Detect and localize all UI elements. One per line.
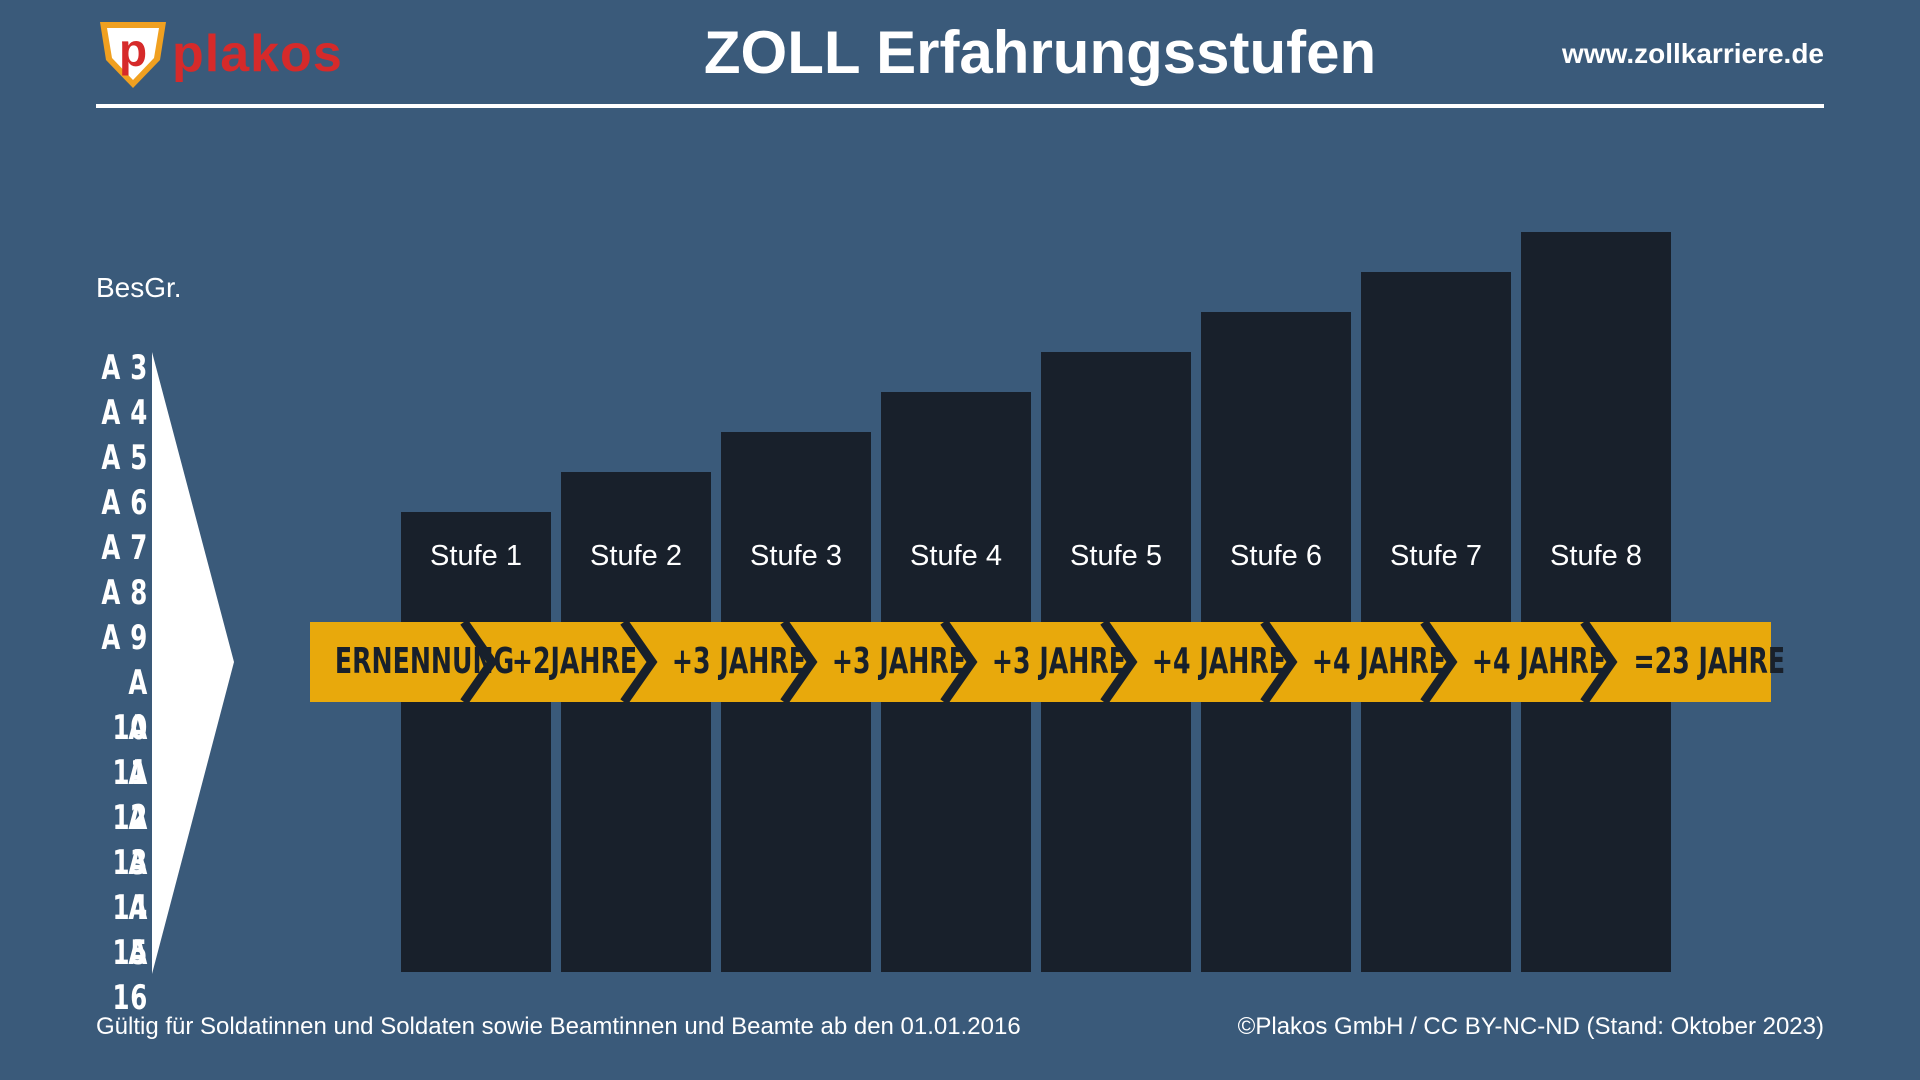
plakos-logo: p plakos xyxy=(94,16,342,96)
page-title: ZOLL Erfahrungsstufen xyxy=(703,19,1377,86)
timeline-label: +4 JAHRE xyxy=(1311,641,1446,682)
website-link[interactable]: www.zollkarriere.de xyxy=(1562,38,1824,69)
step-label: Stufe 1 xyxy=(430,540,522,572)
chevron-separator xyxy=(1260,619,1298,705)
timeline-label: +2JAHRE xyxy=(511,641,638,682)
grade-label: A 8 xyxy=(101,573,148,613)
grade-label: A 7 xyxy=(101,528,148,568)
step-bar xyxy=(561,472,711,972)
chevron-separator xyxy=(1420,619,1458,705)
timeline-label: ERNENNUNG xyxy=(334,641,515,682)
grade-label: A 6 xyxy=(101,483,148,523)
timeline-label: +4 JAHRE xyxy=(1471,641,1606,682)
grade-label: A 11 xyxy=(112,708,148,793)
step-label: Stufe 7 xyxy=(1390,540,1482,572)
step-label: Stufe 8 xyxy=(1550,540,1642,572)
chevron-separator xyxy=(460,619,498,705)
timeline-label: +3 JAHRE xyxy=(831,641,966,682)
grade-label: A 4 xyxy=(101,393,148,433)
grade-wedge-arrow xyxy=(152,352,234,974)
footer-validity-note: Gültig für Soldatinnen und Soldaten sowi… xyxy=(96,1013,1021,1040)
chevron-separator xyxy=(620,619,658,705)
header-divider xyxy=(96,104,1824,108)
grade-label: A 16 xyxy=(112,933,148,1018)
step-bar xyxy=(401,512,551,972)
step-label: Stufe 5 xyxy=(1070,540,1162,572)
timeline-label: =23 JAHRE xyxy=(1633,641,1786,682)
step-label: Stufe 2 xyxy=(590,540,682,572)
timeline-label: +3 JAHRE xyxy=(671,641,806,682)
logo-text: plakos xyxy=(172,25,343,83)
chevron-separator xyxy=(1580,619,1618,705)
chevron-separator xyxy=(940,619,978,705)
grade-label: A 9 xyxy=(101,618,148,658)
timeline-label: +4 JAHRE xyxy=(1151,641,1286,682)
grade-label: A 3 xyxy=(101,348,148,388)
step-label: Stufe 3 xyxy=(750,540,842,572)
grade-label: A 13 xyxy=(112,798,148,883)
grade-label: A 10 xyxy=(112,663,148,748)
step-bar xyxy=(1521,232,1671,972)
svg-text:p: p xyxy=(119,24,147,76)
axis-label: BesGr. xyxy=(96,272,182,303)
step-label: Stufe 6 xyxy=(1230,540,1322,572)
step-label: Stufe 4 xyxy=(910,540,1002,572)
timeline-label: +3 JAHRE xyxy=(991,641,1126,682)
shield-icon: p xyxy=(100,22,166,88)
grade-label: A 15 xyxy=(112,888,148,973)
grade-label: A 5 xyxy=(101,438,148,478)
chevron-separator xyxy=(1100,619,1138,705)
grade-label: A 14 xyxy=(112,843,148,928)
grade-label: A 12 xyxy=(112,753,148,838)
chevron-separator xyxy=(780,619,818,705)
footer-copyright: ©Plakos GmbH / CC BY-NC-ND (Stand: Oktob… xyxy=(1237,1013,1824,1040)
